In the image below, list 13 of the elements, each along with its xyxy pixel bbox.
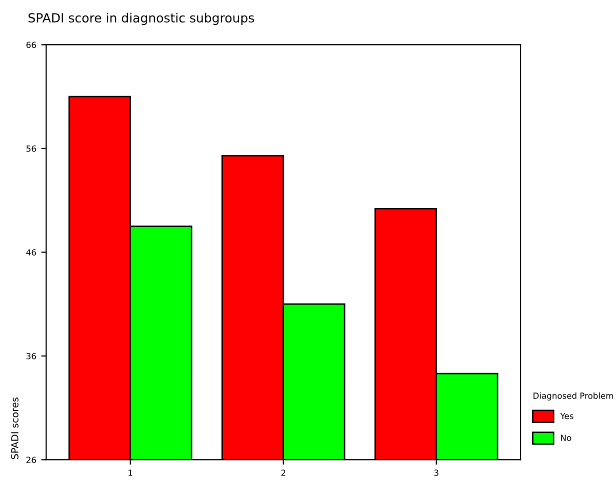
y-tick-label: 66 [26, 42, 36, 48]
y-axis-title: SPADI scores [11, 398, 18, 460]
x-tick-label: 1 [128, 470, 132, 476]
y-tick-label: 26 [26, 456, 36, 464]
x-tick-label: 2 [281, 470, 286, 476]
x-tick-label: 3 [434, 470, 438, 476]
y-tick-label: 36 [26, 352, 36, 360]
y-tick-label: 46 [26, 249, 36, 256]
y-tick-label: 56 [26, 145, 36, 152]
legend-label: Yes [560, 412, 574, 420]
legend-title: Diagnosed Problem [534, 392, 614, 400]
chart-title: SPADI score in diagnostic subgroups [28, 12, 254, 25]
legend-label: No [561, 434, 572, 441]
